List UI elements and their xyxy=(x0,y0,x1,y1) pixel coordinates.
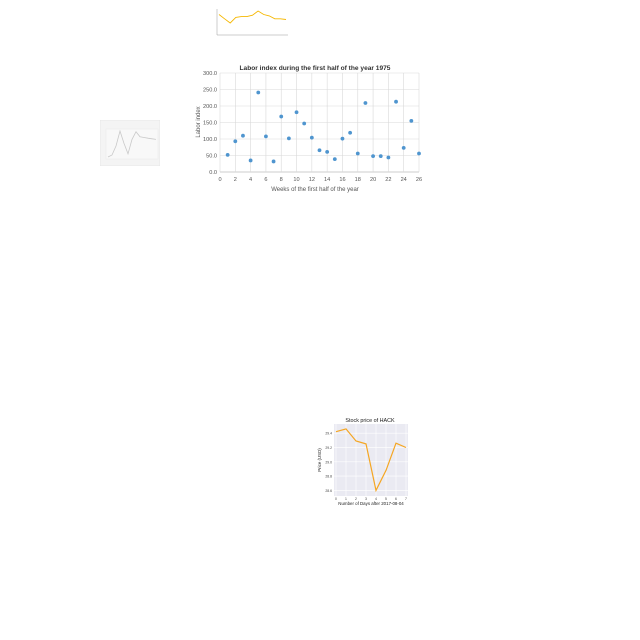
hack-gridlines xyxy=(334,424,408,496)
hack-x-tick-labels: 0 1 2 3 4 5 6 7 xyxy=(335,497,407,501)
scatter-point xyxy=(417,151,421,156)
scatter-point xyxy=(325,149,330,154)
hack-x-tick-label: 3 xyxy=(365,497,367,501)
scatter-point xyxy=(363,101,368,105)
hack-y-tick-label: 29.2 xyxy=(325,446,332,450)
y-tick-label: 100.0 xyxy=(203,137,217,143)
chart-title: Labor index during the first half of the… xyxy=(240,65,391,72)
hack-price-series xyxy=(335,428,407,493)
scatter-point xyxy=(348,130,353,135)
hack-x-tick-label: 5 xyxy=(385,497,387,501)
hack-y-tick-label: 28.8 xyxy=(325,475,332,479)
x-tick-labels: 0 2 4 6 8 10 12 14 16 18 20 22 24 26 xyxy=(218,177,422,183)
hack-svg: Stock price of HACK 28.6 28.8 29.0 29.2 29.4… xyxy=(317,418,408,506)
scatter-point xyxy=(340,136,345,141)
scatter-point xyxy=(332,157,337,162)
scatter-point xyxy=(386,155,391,160)
hack-x-tick-label: 7 xyxy=(405,497,407,501)
scatter-point xyxy=(309,135,314,140)
scatter-point xyxy=(355,151,360,156)
scatter-point xyxy=(286,136,291,141)
hack-x-tick-label: 2 xyxy=(355,497,357,501)
y-tick-label: 300.0 xyxy=(203,71,217,77)
y-tick-label: 250.0 xyxy=(203,88,217,94)
thumbnail-left-series xyxy=(107,129,157,158)
hack-y-tick-label: 29.4 xyxy=(325,432,332,436)
hack-chart-title: Stock price of HACK xyxy=(345,418,395,424)
y-axis-label: Labor index xyxy=(196,106,202,137)
x-tick-label: 22 xyxy=(385,177,391,183)
y-tick-label: 200.0 xyxy=(203,104,217,110)
x-tick-label: 2 xyxy=(234,177,237,183)
thumbnail-top-series xyxy=(218,10,287,24)
x-tick-label: 6 xyxy=(264,177,267,183)
scatter-point xyxy=(264,134,268,139)
x-tick-label: 12 xyxy=(309,177,315,183)
scatter-point xyxy=(248,158,253,163)
y-tick-labels: 0.0 50.0 100.0 150.0 200.0 250.0 300.0 xyxy=(203,71,217,176)
hack-plot-area xyxy=(334,424,408,496)
scatter-point xyxy=(225,152,230,157)
scatter-point xyxy=(241,133,245,138)
scatter-point xyxy=(302,121,307,126)
scatter-point xyxy=(294,110,299,115)
scatter-point xyxy=(378,154,383,159)
thumbnail-line-chart-top xyxy=(208,2,290,52)
scatter-point xyxy=(401,146,406,150)
scatter-point xyxy=(409,118,414,123)
hack-x-tick-label: 4 xyxy=(375,497,377,501)
thumbnail-top-svg xyxy=(208,2,290,52)
thumbnail-series-line xyxy=(107,129,157,158)
y-tick-label: 150.0 xyxy=(203,121,217,127)
hack-x-tick-label: 1 xyxy=(345,497,347,501)
y-tick-label: 50.0 xyxy=(206,154,217,160)
x-tick-label: 4 xyxy=(249,177,252,183)
hack-y-axis-label: Price (USD) xyxy=(317,448,322,472)
y-tick-label: 0.0 xyxy=(209,170,217,176)
scatter-point xyxy=(256,90,261,95)
x-tick-label: 8 xyxy=(280,177,283,183)
scatter-point xyxy=(317,148,322,153)
hack-y-tick-labels: 28.6 28.8 29.0 29.2 29.4 xyxy=(325,432,332,493)
thumbnail-left-svg xyxy=(99,119,161,167)
x-tick-label: 14 xyxy=(324,177,330,183)
scatter-point xyxy=(233,139,238,144)
hack-price-line xyxy=(335,428,407,493)
hack-x-tick-label: 6 xyxy=(395,497,397,501)
scatter-point xyxy=(394,99,398,104)
labor-index-scatter-chart: Labor index during the first half of the… xyxy=(190,60,430,200)
hack-y-tick-label: 29.0 xyxy=(325,460,332,464)
x-tick-label: 0 xyxy=(218,177,221,183)
x-tick-label: 26 xyxy=(416,177,422,183)
hack-x-tick-label: 0 xyxy=(335,497,337,501)
thumbnail-line-chart-left xyxy=(99,119,161,167)
scatter-points xyxy=(225,90,421,164)
x-tick-label: 10 xyxy=(293,177,299,183)
x-tick-label: 18 xyxy=(355,177,361,183)
hack-x-axis-label: Number of Days after 2017-08-04 xyxy=(338,501,404,506)
x-tick-label: 20 xyxy=(370,177,376,183)
hack-stock-price-chart: Stock price of HACK 28.6 28.8 29.0 29.2 29.4… xyxy=(308,414,412,510)
scatter-point xyxy=(279,114,284,119)
thumbnail-left-plot-area xyxy=(105,128,159,160)
x-axis-label: Weeks of the first half of the year xyxy=(271,187,359,193)
x-tick-label: 24 xyxy=(401,177,407,183)
thumbnail-series-line xyxy=(218,10,287,24)
hack-y-tick-label: 28.6 xyxy=(325,489,332,493)
labor-index-svg: Labor index during the first half of the… xyxy=(196,65,422,193)
scatter-point xyxy=(371,154,375,159)
chart-gridlines xyxy=(219,72,420,173)
scatter-point xyxy=(271,159,276,164)
x-tick-label: 16 xyxy=(339,177,345,183)
